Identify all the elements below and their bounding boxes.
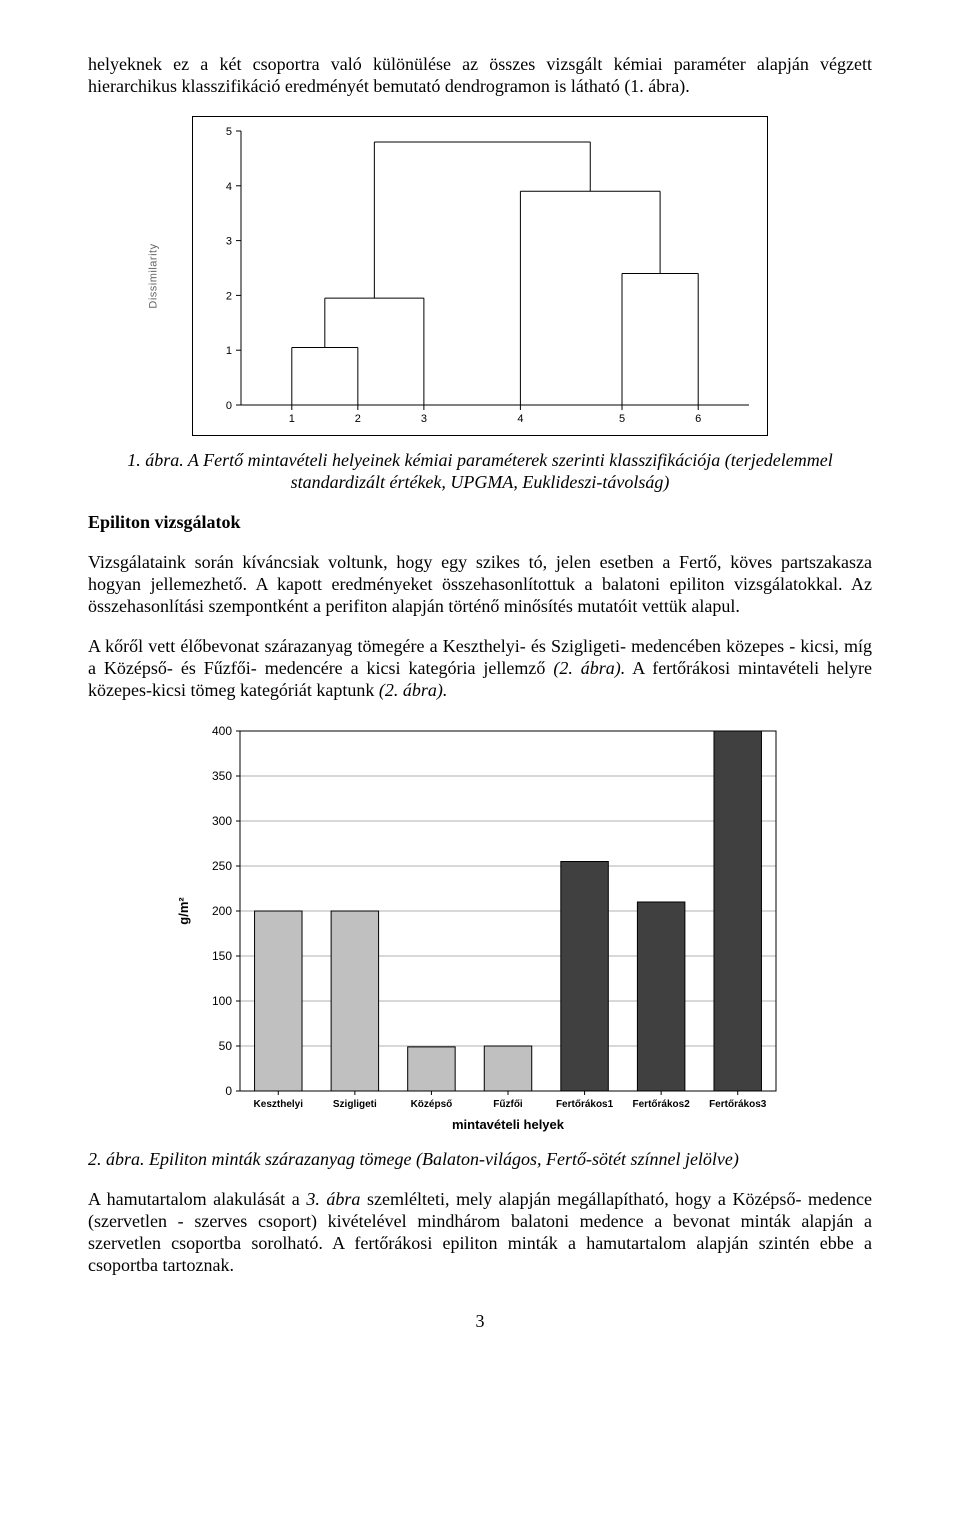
figure-1-caption: 1. ábra. A Fertő mintavételi helyeinek k… xyxy=(88,450,872,494)
dendrogram-svg: 0 1 2 3 4 5 1 2 3 4 5 6 xyxy=(193,117,767,435)
barchart-svg: 0 50 100 150 200 250 300 350 400 Keszthelyi Szigli… xyxy=(170,719,790,1139)
svg-text:mintavételi helyek: mintavételi helyek xyxy=(452,1117,565,1132)
svg-text:350: 350 xyxy=(212,769,232,783)
svg-text:Keszthelyi: Keszthelyi xyxy=(254,1099,304,1110)
svg-text:5: 5 xyxy=(619,413,625,425)
svg-text:1: 1 xyxy=(226,345,232,357)
svg-text:0: 0 xyxy=(225,1084,232,1098)
figure-2: 0 50 100 150 200 250 300 350 400 Keszthelyi Szigli… xyxy=(88,719,872,1171)
svg-text:100: 100 xyxy=(212,994,232,1008)
svg-text:Középső: Középső xyxy=(411,1099,453,1110)
dendrogram-frame: Dissimilarity 012345123456 xyxy=(192,116,768,436)
figure-2-caption: 2. ábra. Epiliton minták szárazanyag töm… xyxy=(88,1149,872,1171)
svg-text:300: 300 xyxy=(212,814,232,828)
svg-text:g/m²: g/m² xyxy=(176,897,191,925)
svg-text:5: 5 xyxy=(226,126,232,138)
svg-text:3: 3 xyxy=(421,413,427,425)
svg-text:250: 250 xyxy=(212,859,232,873)
svg-text:2: 2 xyxy=(355,413,361,425)
figure-ref-2a: (2. ábra). xyxy=(553,658,625,678)
svg-text:0: 0 xyxy=(226,400,232,412)
svg-text:1: 1 xyxy=(289,413,295,425)
barchart-wrapper: 0 50 100 150 200 250 300 350 400 Keszthelyi Szigli… xyxy=(170,719,790,1139)
text-run: A hamutartalom alakulását a xyxy=(88,1189,306,1209)
paragraph-intro: helyeknek ez a két csoportra való különü… xyxy=(88,54,872,98)
page-number: 3 xyxy=(88,1311,872,1333)
paragraph-hamutartalom: A hamutartalom alakulását a 3. ábra szem… xyxy=(88,1189,872,1277)
svg-text:50: 50 xyxy=(219,1039,233,1053)
svg-text:Fűzfői: Fűzfői xyxy=(493,1099,523,1110)
page-container: helyeknek ez a két csoportra való különü… xyxy=(0,0,960,1373)
svg-text:400: 400 xyxy=(212,724,232,738)
svg-text:150: 150 xyxy=(212,949,232,963)
dendrogram-wrapper: Dissimilarity 012345123456 xyxy=(192,116,768,436)
svg-text:3: 3 xyxy=(226,236,232,248)
svg-text:4: 4 xyxy=(517,413,523,425)
paragraph-epiliton-1: Vizsgálataink során kíváncsiak voltunk, … xyxy=(88,552,872,618)
heading-epiliton: Epiliton vizsgálatok xyxy=(88,512,872,534)
svg-text:4: 4 xyxy=(226,181,232,193)
paragraph-epiliton-2: A kőről vett élőbevonat szárazanyag töme… xyxy=(88,636,872,702)
figure-1: Dissimilarity 0 1 2 3 4 5 1 2 3 4 5 6 1. ábra. A Fe… xyxy=(88,116,872,494)
dendrogram-y-axis-label: Dissimilarity xyxy=(148,243,161,308)
barchart-frame: 0 50 100 150 200 250 300 350 400 Keszthelyi Szigli… xyxy=(170,719,790,1139)
svg-text:Szigligeti: Szigligeti xyxy=(333,1099,377,1110)
svg-text:2: 2 xyxy=(226,290,232,302)
svg-text:Fertőrákos3: Fertőrákos3 xyxy=(709,1099,767,1110)
svg-text:6: 6 xyxy=(695,413,701,425)
svg-text:200: 200 xyxy=(212,904,232,918)
figure-ref-2b: (2. ábra). xyxy=(379,680,448,700)
figure-ref-3: 3. ábra xyxy=(306,1189,360,1209)
svg-text:Fertőrákos2: Fertőrákos2 xyxy=(633,1099,691,1110)
svg-text:Fertőrákos1: Fertőrákos1 xyxy=(556,1099,614,1110)
